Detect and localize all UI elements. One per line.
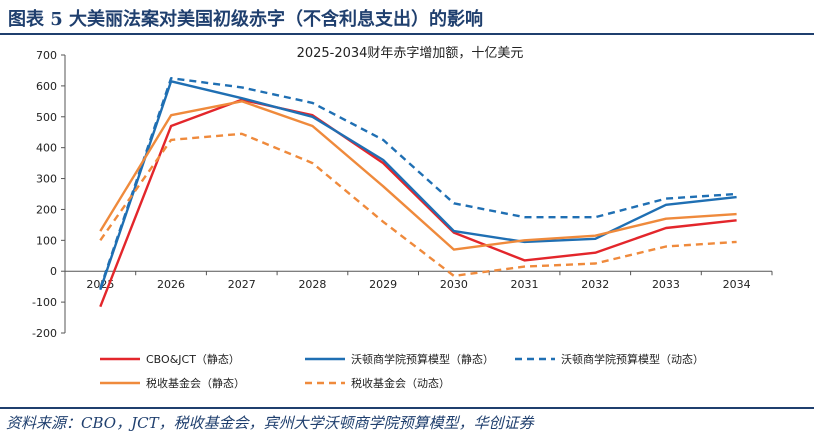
y-tick-label: 300 xyxy=(36,173,57,186)
y-tick-label: 500 xyxy=(36,111,57,124)
y-tick-label: 200 xyxy=(36,203,57,216)
x-tick-label: 2026 xyxy=(157,278,185,291)
x-tick-label: 2033 xyxy=(652,278,680,291)
y-tick-label: 0 xyxy=(50,265,57,278)
chart: 2025-2034财年赤字增加额，十亿美元 -200 -100 0 100 200 300… xyxy=(32,46,773,390)
x-tick-label: 2028 xyxy=(298,278,326,291)
legend-label-3: 沃顿商学院预算模型（动态） xyxy=(561,352,704,366)
series-line-5 xyxy=(99,132,737,278)
series-line-1 xyxy=(99,98,737,308)
chart-title: 2025-2034财年赤字增加额，十亿美元 xyxy=(297,46,524,61)
figure-header: 图表 5 大美丽法案对美国初级赤字（不含利息支出）的影响 xyxy=(0,0,814,34)
x-tick-label: 2027 xyxy=(228,278,256,291)
series-line-3 xyxy=(99,77,737,289)
source-note: 资料来源：CBO，JCT，税收基金会，宾州大学沃顿商学院预算模型，华创证券 xyxy=(6,414,534,432)
series-line-2 xyxy=(99,80,737,291)
legend-label-5: 税收基金会（动态） xyxy=(351,376,450,390)
y-tick-label: -100 xyxy=(32,296,57,309)
x-tick-label: 2030 xyxy=(440,278,468,291)
figure-title: 图表 5 大美丽法案对美国初级赤字（不含利息支出）的影响 xyxy=(8,9,484,30)
x-tick-label: 2034 xyxy=(723,278,751,291)
y-tick-label: 700 xyxy=(36,49,57,62)
footer-rule xyxy=(0,407,814,409)
header-rule xyxy=(0,33,814,35)
series-line-4 xyxy=(99,100,737,251)
chart-lines xyxy=(99,77,737,308)
legend-label-2: 沃顿商学院预算模型（静态） xyxy=(351,352,494,366)
y-tick-label: 600 xyxy=(36,80,57,93)
chart-legend: CBO&JCT（静态） 沃顿商学院预算模型（静态） 沃顿商学院预算模型（动态） 税收基… xyxy=(100,352,704,390)
x-tick-label: 2032 xyxy=(581,278,609,291)
legend-label-4: 税收基金会（静态） xyxy=(146,376,245,390)
y-tick-label: -200 xyxy=(32,327,57,340)
x-tick-label: 2029 xyxy=(369,278,397,291)
y-tick-label: 100 xyxy=(36,234,57,247)
x-tick-label: 2031 xyxy=(511,278,539,291)
y-tick-label: 400 xyxy=(36,142,57,155)
legend-label-1: CBO&JCT（静态） xyxy=(146,352,240,366)
